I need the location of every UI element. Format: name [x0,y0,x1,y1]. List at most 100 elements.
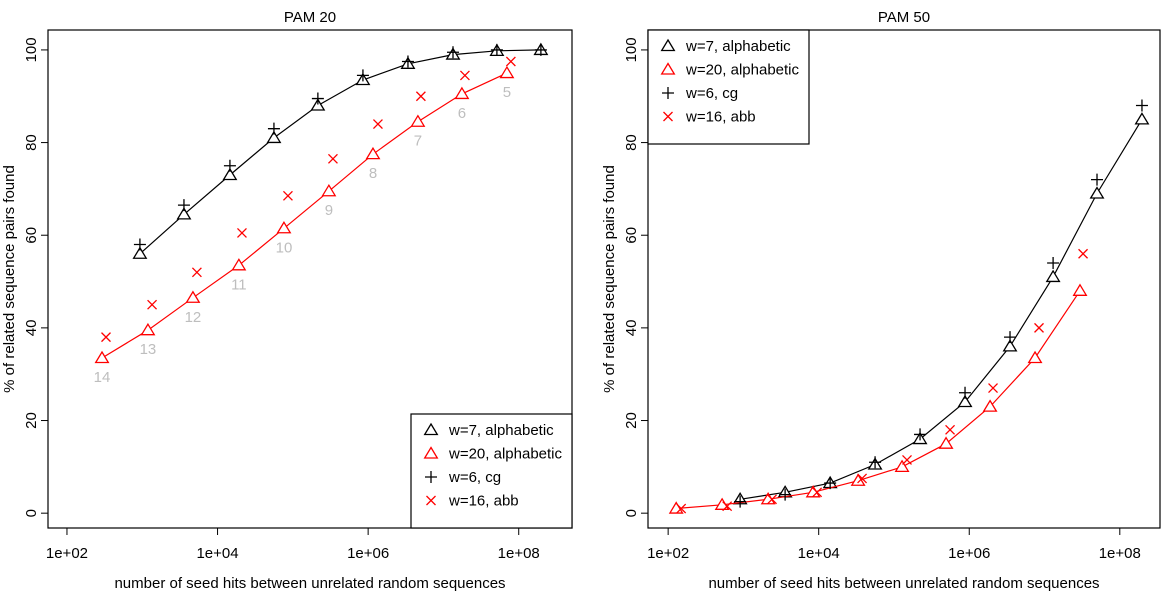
y-tick-label: 80 [23,134,40,151]
legend: w=7, alphabetic w=20, alphabetic w=6, cg w=… [647,29,810,145]
point [282,190,293,201]
legend-label: w=6, cg [685,85,738,102]
point [237,227,247,238]
point-label: 11 [231,276,247,293]
point [1002,339,1018,352]
point [982,399,998,412]
series-line [740,119,1143,500]
point [191,267,202,278]
point [222,167,238,181]
legend-label: w=20, alphabetic [685,62,799,79]
point [869,456,882,469]
x-tick-label: 1e+02 [46,545,88,562]
point [1047,257,1060,270]
x-tick-label: 1e+06 [948,545,990,562]
panel: PAM 20 1e+02 1e+04 1e+06 1e+08 0 20 40 60 80 100 nu… [1,9,573,592]
point [459,70,470,81]
point [311,92,324,105]
point-label: 6 [458,105,466,122]
y-tick-label: 40 [23,320,40,337]
point [767,494,778,505]
point [327,153,338,164]
point [321,183,337,197]
y-axis-label: % of related sequence pairs found [1,165,18,393]
point [132,246,148,259]
x-tick-label: 1e+08 [1099,545,1141,562]
x-axis-label: number of seed hits between unrelated ra… [114,575,505,592]
point [957,394,973,408]
point [365,146,381,160]
y-tick-label: 20 [623,412,640,429]
x-tick-label: 1e+02 [647,545,689,562]
point [231,258,247,271]
point [133,238,146,251]
point [945,424,956,435]
point [310,98,326,111]
point [1072,283,1088,296]
panel: PAM 50 1e+02 1e+04 1e+06 1e+08 0 20 40 60 80 100 nu… [601,9,1161,592]
legend: w=7, alphabetic w=20, alphabetic w=6, cg w=… [410,413,573,529]
legend-box [647,29,810,145]
y-tick-label: 100 [23,37,40,62]
legend-label: w=16, abb [685,109,756,126]
point-label: 9 [325,202,333,219]
x-tick-label: 1e+08 [498,545,540,562]
point [410,114,426,127]
legend-marker [660,38,676,52]
point-label: 13 [140,341,157,358]
y-tick-label: 0 [23,509,40,517]
point [454,86,470,100]
point-label: 8 [369,165,377,182]
point [223,159,236,172]
point [938,436,954,449]
point [505,56,516,67]
point [372,119,383,130]
point [1034,322,1044,333]
y-tick-label: 0 [623,509,640,517]
legend-box [410,413,573,529]
point [959,386,972,399]
point [177,199,190,212]
point [1091,173,1104,186]
point [1027,350,1043,364]
x-tick-label: 1e+06 [347,545,389,562]
point [147,299,158,310]
point [534,43,547,56]
point-label: 5 [503,84,511,101]
point [176,207,192,220]
point [914,428,927,441]
point [894,459,910,472]
legend-marker [423,422,439,436]
point [857,473,868,484]
point-label: 12 [185,309,202,326]
legend-marker [426,495,436,506]
point [676,503,687,514]
point [1004,331,1017,344]
series-line [101,72,508,359]
point [266,130,282,144]
y-axis-label: % of related sequence pairs found [601,165,618,393]
y-tick-label: 40 [623,320,640,337]
point [734,495,747,508]
legend-marker [425,471,437,483]
y-tick-label: 80 [623,134,640,151]
point [779,488,792,501]
point [185,290,201,303]
point [1078,248,1089,259]
chart-title: PAM 50 [878,9,930,26]
legend-marker [662,87,674,99]
point [850,473,866,486]
point [94,350,110,364]
point [140,322,156,336]
legend-marker [660,62,676,75]
legend-label: w=7, alphabetic [448,422,554,439]
x-tick-label: 1e+04 [798,545,840,562]
point [1089,186,1105,199]
point [722,501,733,512]
legend-label: w=20, alphabetic [448,446,562,463]
point-label: 10 [276,239,293,256]
point [1045,269,1061,283]
legend-label: w=6, cg [448,469,501,486]
point [824,477,837,490]
series-line [676,290,1081,510]
